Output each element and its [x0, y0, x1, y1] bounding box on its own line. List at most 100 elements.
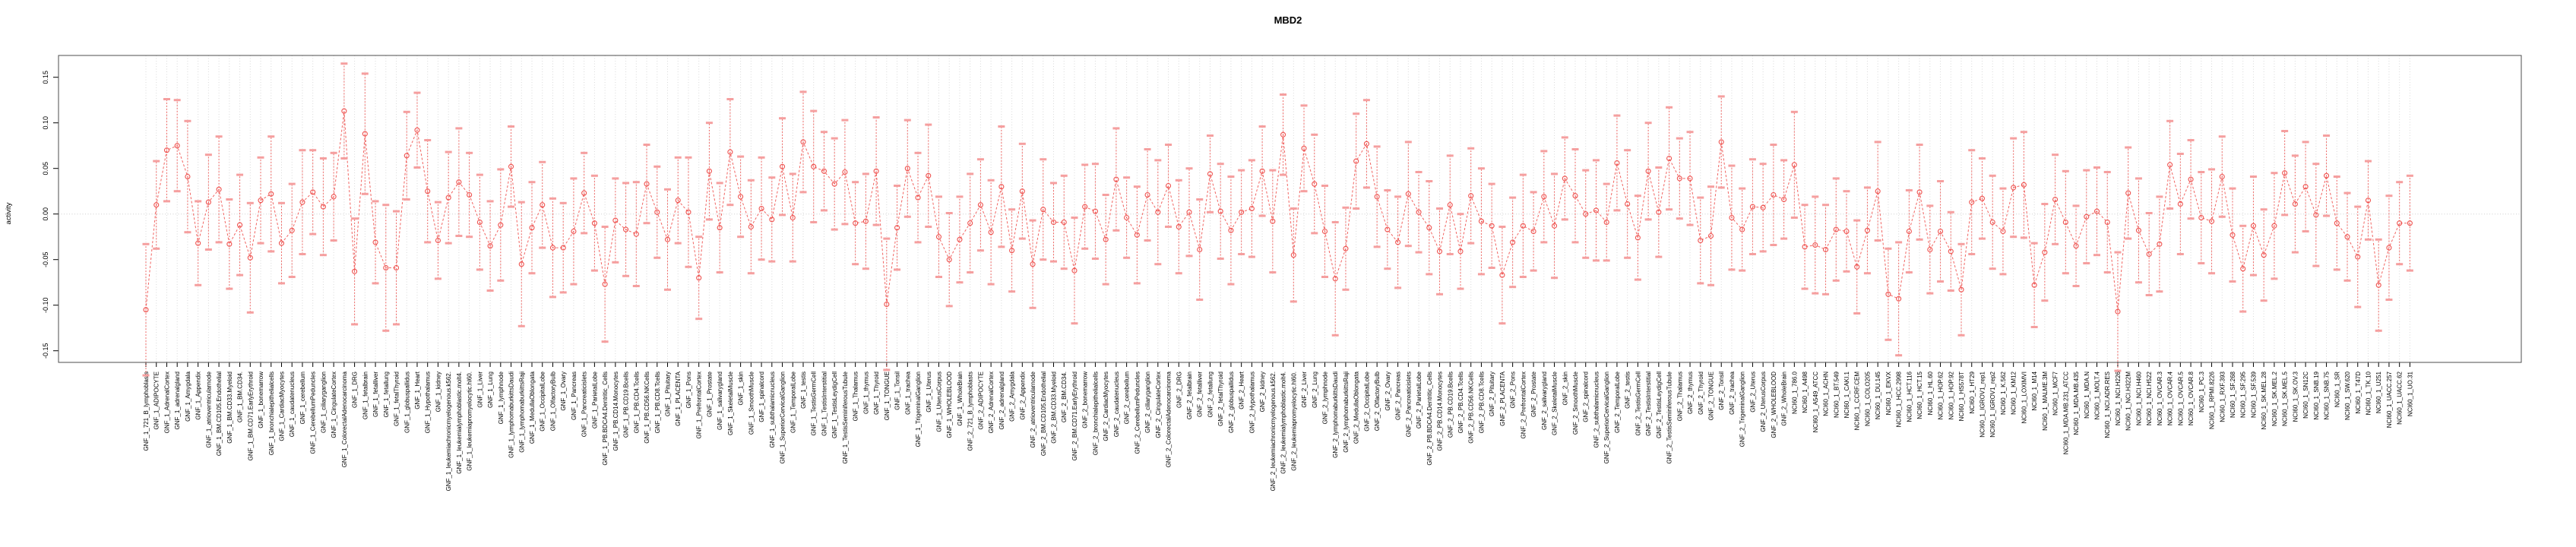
point-marker: [1082, 204, 1088, 210]
data-point: [1331, 221, 1339, 337]
point-marker: [1802, 244, 1808, 250]
data-point: [622, 182, 630, 277]
x-category-label: GNF_2_cerebellum: [1124, 372, 1131, 425]
point-marker: [2177, 201, 2183, 207]
data-point: [351, 217, 359, 326]
data-point: [1300, 104, 1308, 193]
x-category-label: GNF_1_Liver: [476, 372, 483, 408]
point-marker: [2052, 196, 2059, 203]
x-category-label: GNF_2_TrigeminalGanglion: [1739, 372, 1746, 447]
data-point: [914, 151, 922, 244]
data-point: [2291, 154, 2299, 254]
y-axis-label: activity: [5, 202, 13, 224]
data-point: [1926, 204, 1934, 295]
point-marker: [935, 234, 942, 240]
y-tick-label: -0.05: [42, 251, 49, 267]
point-marker: [1134, 232, 1140, 238]
data-point: [476, 173, 483, 271]
x-category-label: GNF_2_Thalamus: [1676, 372, 1683, 421]
point-marker: [1614, 160, 1620, 166]
x-category-label: NCI60_1_MDA.MB.231_ATCC: [2062, 372, 2069, 454]
point-marker: [633, 231, 639, 237]
point-marker: [717, 225, 723, 231]
point-marker: [1489, 223, 1495, 229]
data-point: [2364, 160, 2372, 241]
x-category-label: GNF_1_TestisInterstitial: [821, 372, 828, 436]
x-category-label: GNF_2_Heart: [1239, 371, 1245, 409]
x-category-label: NCI60_1_SR: [2334, 372, 2340, 407]
data-point: [998, 125, 1005, 248]
data-point: [789, 172, 796, 263]
point-marker: [487, 243, 493, 249]
data-point: [528, 181, 536, 275]
data-point: [195, 200, 202, 286]
point-marker: [2031, 282, 2037, 288]
data-point: [643, 144, 650, 225]
point-marker: [1165, 182, 1172, 189]
point-marker: [2104, 219, 2110, 226]
data-point: [705, 122, 713, 221]
data-point: [1321, 185, 1328, 278]
x-category-label: GNF_2_lymphomaburkittsRaji: [1343, 372, 1350, 453]
x-category-label: GNF_1_Pons: [685, 372, 692, 408]
x-category-label: GNF_2_TestisLeydigCell: [1656, 372, 1663, 438]
data-point: [1634, 194, 1641, 281]
x-category-label: GNF_1_Prostate: [706, 371, 713, 417]
x-category-label: NCI60_1_SK.OV.3: [2292, 371, 2299, 422]
point-marker: [706, 168, 712, 174]
point-marker: [393, 264, 400, 271]
point-marker: [790, 214, 796, 221]
data-point: [1748, 158, 1756, 255]
data-point: [1217, 163, 1224, 260]
data-point: [1248, 159, 1255, 258]
x-category-label: GNF_1_BM.CD33.Myeloid: [226, 372, 233, 444]
x-category-label: NCI60_1_BT.549: [1833, 371, 1840, 417]
x-category-label: GNF_2_TestisGermCell: [1635, 372, 1641, 436]
x-category-label: GNF_1_OccipitalLobe: [540, 371, 546, 431]
data-point: [1123, 176, 1131, 259]
x-category-label: NCI60_1_CCRF.CEM: [1854, 372, 1861, 431]
data-point: [257, 156, 264, 245]
data-point: [424, 139, 432, 244]
point-marker: [2042, 249, 2048, 255]
point-marker: [821, 168, 827, 174]
data-point: [1843, 190, 1850, 273]
point-marker: [226, 241, 233, 247]
data-point: [2030, 242, 2038, 328]
data-point: [267, 135, 275, 253]
x-category-label: GNF_1_CardiacMyocytes: [278, 372, 285, 441]
x-category-label: GNF_1_fetallung: [383, 372, 390, 417]
x-category-label: NCI60_1_KM12: [2011, 371, 2017, 414]
x-category-label: GNF_2_BM.CD33.Myeloid: [1051, 372, 1058, 444]
data-point: [768, 176, 776, 263]
point-marker: [1927, 246, 1933, 253]
data-point: [1144, 148, 1151, 242]
point-marker: [2115, 308, 2121, 315]
data-point: [1081, 163, 1089, 250]
data-point: [1165, 144, 1172, 228]
data-point: [1373, 145, 1381, 248]
data-point: [2323, 134, 2331, 217]
data-point: [236, 173, 244, 277]
data-point: [1832, 177, 1840, 282]
data-point: [716, 182, 723, 274]
data-point: [246, 201, 254, 314]
point-marker: [758, 205, 764, 212]
data-point: [632, 181, 640, 287]
x-category-label: GNF_2_Hypothalamus: [1248, 372, 1255, 433]
data-point: [204, 153, 212, 251]
point-marker: [403, 153, 410, 159]
data-point: [726, 98, 734, 207]
point-marker: [1207, 171, 1214, 177]
point-marker: [2157, 241, 2163, 247]
data-point: [1175, 179, 1182, 275]
point-marker: [1989, 219, 1995, 226]
x-category-label: GNF_2_ciliaryganglion: [1144, 372, 1151, 433]
x-category-label: GNF_1_Pituitary: [665, 372, 672, 416]
x-category-label: GNF_2_Pancreaticislets: [1405, 372, 1412, 437]
data-point: [747, 179, 755, 275]
data-point: [883, 237, 891, 372]
data-point: [309, 149, 317, 236]
x-category-label: GNF_2_TONGUE: [1708, 372, 1715, 420]
